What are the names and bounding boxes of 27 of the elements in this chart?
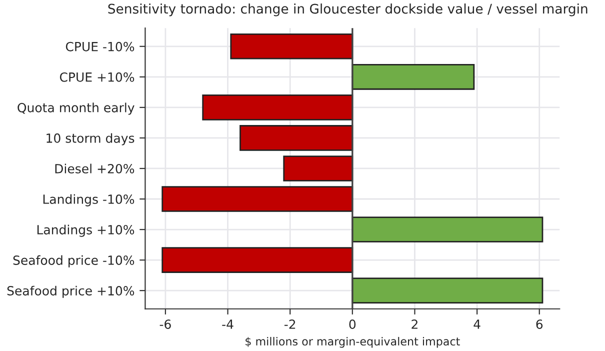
bar xyxy=(240,125,354,151)
x-tick-label: 6 xyxy=(536,320,543,329)
x-tick-label: 0 xyxy=(349,320,356,329)
bar xyxy=(202,94,354,120)
x-tick-label: -6 xyxy=(160,320,171,329)
y-tick-label: Landings -10% xyxy=(43,194,134,206)
x-tick-label: 2 xyxy=(412,320,418,329)
x-tick-label: -4 xyxy=(222,320,234,329)
y-tick-label: 10 storm days xyxy=(46,133,134,146)
bar xyxy=(162,186,354,212)
y-tick-label: Seafood price +10% xyxy=(7,286,134,298)
bar xyxy=(162,247,354,273)
x-tick-label: -2 xyxy=(284,320,296,329)
y-tick-label: Diesel +20% xyxy=(55,164,134,174)
bar xyxy=(352,278,544,304)
bar xyxy=(352,216,544,242)
bar xyxy=(352,64,475,90)
y-tick-label: Quota month early xyxy=(18,102,134,115)
chart-title: Sensitivity tornado: change in Gloucester dockside value / vessel margin xyxy=(108,4,588,16)
x-axis-title: $ millions or margin-equivalent impact xyxy=(246,336,460,348)
y-tick-label: CPUE +10% xyxy=(60,72,134,82)
y-tick-label: Landings +10% xyxy=(37,224,134,237)
x-tick-label: 4 xyxy=(474,320,480,329)
bar xyxy=(230,33,354,60)
y-tick-label: Seafood price -10% xyxy=(13,255,134,268)
bar xyxy=(283,156,354,182)
y-tick-label: CPUE -10% xyxy=(66,42,134,52)
